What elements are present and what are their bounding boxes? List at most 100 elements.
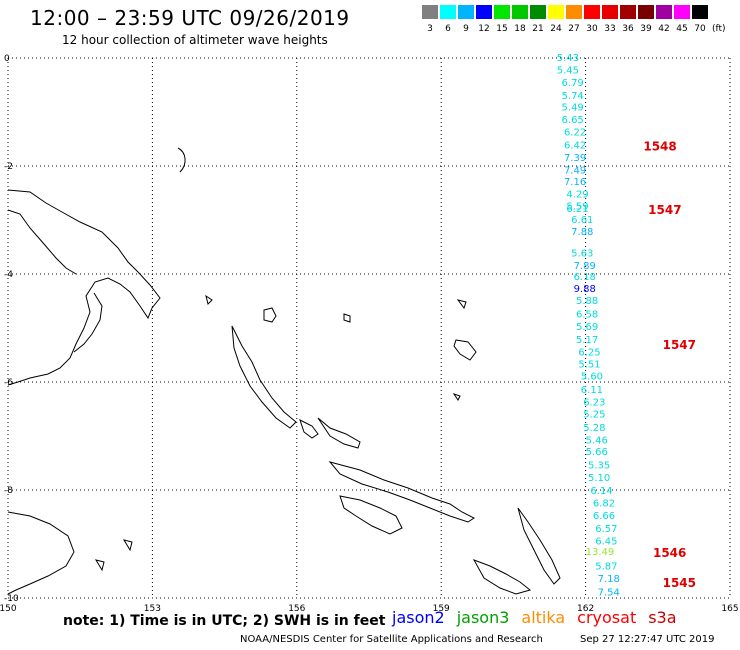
graticule bbox=[7, 57, 731, 599]
lon-tick-label: 153 bbox=[144, 604, 161, 614]
legend-swatch bbox=[494, 5, 510, 19]
legend-swatch bbox=[458, 5, 474, 19]
wave-height-value: 4.29 bbox=[566, 190, 588, 201]
coast-choiseul bbox=[299, 419, 319, 439]
wave-height-value: 6.14 bbox=[590, 486, 612, 497]
wave-height-value: 6.18 bbox=[574, 272, 596, 283]
legend-label: 9 bbox=[463, 24, 469, 34]
lat-tick-label: 0 bbox=[4, 54, 10, 64]
legend-label: 6 bbox=[445, 24, 451, 34]
legend-swatch bbox=[512, 5, 528, 19]
coast-islet-2 bbox=[343, 313, 351, 323]
wave-height-value: 6.25 bbox=[578, 347, 600, 358]
satellite-altika: altika bbox=[521, 608, 566, 627]
wave-height-value: 5.59 bbox=[566, 202, 588, 213]
legend-label: 12 bbox=[478, 24, 490, 34]
coast-bougainville bbox=[231, 325, 297, 429]
coast-islet-3 bbox=[456, 299, 467, 310]
wave-height-value: 7.49 bbox=[564, 165, 586, 176]
coast-islet-4 bbox=[453, 339, 477, 361]
coastline bbox=[7, 147, 561, 595]
track-time-label: 1548 bbox=[643, 139, 676, 153]
satellite-legend: jason2 jason3 altika cryosat s3a bbox=[392, 608, 689, 627]
wave-height-value: 5.45 bbox=[557, 65, 579, 76]
coast-guadalcanal bbox=[339, 495, 403, 535]
coast-new-britain bbox=[73, 292, 103, 353]
footnote: note: 1) Time is in UTC; 2) SWH is in fe… bbox=[63, 613, 386, 629]
wave-height-value: 5.35 bbox=[588, 461, 610, 472]
wave-height-value: 6.23 bbox=[583, 398, 605, 409]
legend-label: 3 bbox=[427, 24, 433, 34]
legend-swatch bbox=[656, 5, 672, 19]
wave-height-value: 7.88 bbox=[571, 227, 593, 238]
coast-islet-6 bbox=[94, 559, 105, 572]
wave-height-value: 5.28 bbox=[583, 423, 605, 434]
track-time-label: 1547 bbox=[648, 203, 681, 217]
coast-santa-isabel bbox=[328, 461, 475, 523]
legend-label: 21 bbox=[532, 24, 544, 34]
legend-swatch bbox=[440, 5, 456, 19]
wave-height-value: 5.51 bbox=[578, 360, 600, 371]
legend-label: 27 bbox=[568, 24, 580, 34]
legend-swatch bbox=[476, 5, 492, 19]
wave-height-value: 5.74 bbox=[562, 91, 584, 102]
observation-values: 5.435.45 6.79 5.745.496.65 6.226.42 7.397.49… bbox=[557, 53, 620, 599]
lat-tick-label: -4 bbox=[4, 270, 13, 280]
legend-swatch bbox=[422, 5, 438, 19]
legend-label: 39 bbox=[640, 24, 652, 34]
legend-swatch bbox=[566, 5, 582, 19]
legend-unit: (ft) bbox=[712, 24, 726, 34]
map-subtitle: 12 hour collection of altimeter wave hei… bbox=[62, 33, 328, 47]
wave-height-value: 5.88 bbox=[576, 296, 598, 307]
lon-tick-label: 150 bbox=[0, 604, 17, 614]
coast-png-east bbox=[7, 209, 77, 275]
legend-label: 42 bbox=[658, 24, 670, 34]
track-time-label: 1545 bbox=[663, 576, 696, 590]
coast-malaita bbox=[517, 507, 561, 585]
satellite-jason2: jason2 bbox=[392, 608, 445, 627]
wave-height-value: 6.42 bbox=[564, 140, 586, 151]
lon-tick-label: 165 bbox=[721, 604, 738, 614]
legend-swatch bbox=[548, 5, 564, 19]
legend-label: 33 bbox=[604, 24, 616, 34]
wave-height-value: 5.63 bbox=[571, 248, 593, 259]
wave-height-value: 5.46 bbox=[586, 435, 608, 446]
wave-height-value: 6.57 bbox=[595, 524, 617, 535]
wave-height-value: 6.79 bbox=[562, 78, 584, 89]
wave-height-value: 6.45 bbox=[595, 536, 617, 547]
lon-tick-label: 159 bbox=[433, 604, 450, 614]
lat-tick-label: -2 bbox=[4, 162, 13, 172]
wave-height-value: 6.22 bbox=[564, 128, 586, 139]
legend-swatch bbox=[692, 5, 708, 19]
wave-height-value: 6.66 bbox=[593, 511, 615, 522]
legend-label: 18 bbox=[514, 24, 526, 34]
track-time-label: 1547 bbox=[663, 338, 696, 352]
wave-height-value: 9.88 bbox=[574, 284, 596, 295]
wave-height-value: 5.69 bbox=[576, 322, 598, 333]
wave-height-value: 6.21 bbox=[566, 204, 588, 215]
lat-tick-label: -10 bbox=[4, 594, 19, 604]
legend-swatch bbox=[530, 5, 546, 19]
wave-height-value: 13.49 bbox=[586, 547, 615, 558]
legend-label: 24 bbox=[550, 24, 562, 34]
credit-line: NOAA/NESDIS Center for Satellite Applica… bbox=[240, 634, 543, 645]
legend-label: 36 bbox=[622, 24, 634, 34]
track-time-labels: 1548 1547 1547 1546 1545 bbox=[643, 139, 696, 589]
wave-height-value: 5.25 bbox=[583, 409, 605, 420]
wave-height-value: 5.87 bbox=[595, 562, 617, 573]
wave-height-value: 6.61 bbox=[571, 215, 593, 226]
wave-height-value: 7.18 bbox=[598, 574, 620, 585]
lon-tick-label: 156 bbox=[288, 604, 305, 614]
legend-swatch bbox=[584, 5, 600, 19]
coast-new-georgia bbox=[317, 417, 361, 449]
satellite-cryosat: cryosat bbox=[577, 608, 637, 627]
lon-tick-label: 162 bbox=[577, 604, 594, 614]
legend-swatch bbox=[620, 5, 636, 19]
legend-swatch bbox=[638, 5, 654, 19]
coast-makira bbox=[472, 559, 532, 595]
legend-swatch bbox=[602, 5, 618, 19]
wave-height-value: 5.43 bbox=[557, 53, 579, 64]
track-time-label: 1546 bbox=[653, 546, 686, 560]
wave-height-value: 5.10 bbox=[588, 473, 610, 484]
wave-height-value: 7.16 bbox=[564, 177, 586, 188]
